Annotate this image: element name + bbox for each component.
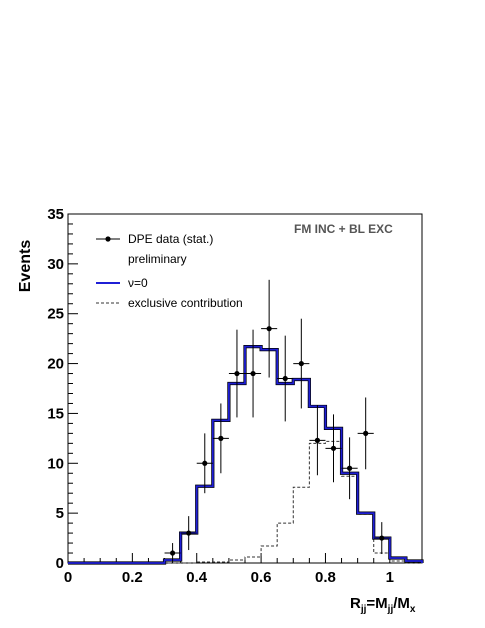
y-tick-label: 35 (47, 206, 64, 223)
legend-data-marker (105, 236, 111, 242)
x-axis-ticks: 0 0.2 0.4 0.6 0.8 1 (64, 553, 407, 586)
data-point (277, 335, 294, 422)
data-points (164, 279, 390, 563)
data-point (325, 414, 342, 483)
data-marker (202, 460, 208, 466)
data-marker (282, 375, 288, 382)
data-marker (363, 430, 369, 436)
data-marker (234, 370, 240, 377)
x-tick-label: 0.8 (315, 569, 336, 586)
data-point (293, 318, 310, 409)
y-tick-label: 15 (47, 405, 64, 422)
data-marker (314, 437, 321, 443)
data-point (164, 543, 181, 563)
data-marker (218, 435, 224, 441)
chart-annotation: FM INC + BL EXC (294, 222, 393, 236)
legend-preliminary-label: preliminary (128, 252, 187, 266)
data-marker (169, 550, 176, 556)
data-point (373, 522, 390, 555)
data-marker (330, 445, 337, 451)
x-axis-title: Rjj=Mjj/Mx (350, 595, 416, 615)
data-point (196, 433, 213, 494)
y-tick-label: 20 (47, 356, 64, 373)
data-marker (250, 370, 256, 377)
y-tick-label: 10 (47, 455, 64, 472)
legend: DPE data (stat.) preliminary ν=0 exclusi… (96, 232, 243, 310)
data-point (245, 329, 262, 418)
legend-model-label: ν=0 (128, 276, 148, 290)
x-tick-label: 0 (64, 569, 72, 586)
data-point (341, 437, 358, 500)
y-axis-ticks: 0 5 10 15 20 25 30 35 (47, 206, 78, 572)
data-point (357, 397, 374, 470)
data-point (309, 405, 326, 476)
y-tick-label: 5 (56, 505, 64, 522)
plot-frame (67, 213, 423, 564)
y-tick-label: 0 (56, 555, 64, 572)
exclusive-contribution-histogram (68, 440, 422, 564)
legend-exclusive-label: exclusive contribution (128, 296, 243, 310)
data-point (212, 403, 229, 474)
data-marker (266, 326, 272, 332)
x-tick-label: 0.6 (251, 569, 272, 586)
model-histogram (68, 345, 424, 565)
y-tick-label: 30 (47, 256, 64, 273)
data-point (180, 516, 197, 551)
data-marker (379, 535, 385, 541)
legend-data-label: DPE data (stat.) (128, 232, 213, 246)
data-point (261, 279, 278, 378)
data-marker (298, 360, 304, 367)
y-axis-title: Events (17, 240, 34, 293)
exclusive-contribution-line (68, 440, 422, 564)
x-tick-label: 0.2 (122, 569, 143, 586)
y-tick-label: 25 (47, 306, 64, 323)
x-tick-label: 0.4 (186, 569, 208, 586)
data-point (228, 329, 245, 418)
data-marker (346, 465, 353, 471)
data-marker (186, 530, 192, 536)
x-tick-label: 1 (386, 569, 394, 586)
model-line (68, 345, 423, 564)
